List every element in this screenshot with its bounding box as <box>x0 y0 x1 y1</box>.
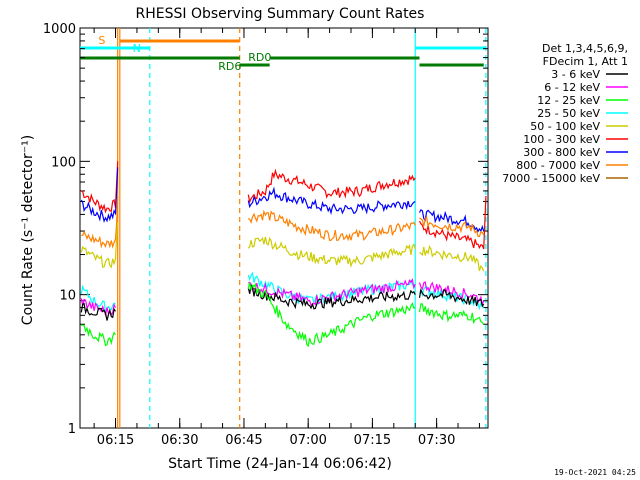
series-line-7-2 <box>418 303 485 325</box>
y-tick-label: 10 <box>59 289 76 304</box>
series-line-0-1 <box>247 168 416 204</box>
x-tick-label: 07:30 <box>418 433 455 448</box>
plot-area: S N RD0 RD6 1 10 100 1000 06:15 06:30 06:45 07:00 07… <box>43 22 489 448</box>
series-line-6-1 <box>247 284 416 310</box>
series-line-2-1 <box>247 209 416 242</box>
flag-label-rd6: RD6 <box>218 60 241 73</box>
legend-item-label: 50 - 100 keV <box>530 120 600 133</box>
legend-item-label: 7000 - 15000 keV <box>502 172 600 185</box>
y-axis-label: Count Rate (s⁻¹ detector⁻¹) <box>20 135 36 325</box>
legend-item-label: 800 - 7000 keV <box>516 159 600 172</box>
x-tick-label: 07:15 <box>354 433 391 448</box>
x-axis-label: Start Time (24-Jan-14 06:06:42) <box>168 456 392 472</box>
legend-header-0: Det 1,3,4,5,6,9, <box>542 42 628 55</box>
series-line-5-2 <box>418 281 485 307</box>
legend-item-label: 6 - 12 keV <box>544 81 600 94</box>
series-line-5-1 <box>248 278 416 306</box>
series-line-2-0 <box>81 195 119 249</box>
y-tick-label: 100 <box>51 155 76 170</box>
series-line-7-1 <box>247 282 416 348</box>
series-line-6-2 <box>418 287 485 308</box>
y-tick-label: 1000 <box>43 22 76 37</box>
legend-item-label: 3 - 6 keV <box>551 68 600 81</box>
flag-label-rd0: RD0 <box>248 51 271 64</box>
legend: Det 1,3,4,5,6,9,FDecim 1, Att 13 - 6 keV… <box>502 42 628 185</box>
series-line-1-1 <box>247 186 416 216</box>
series-line-3-2 <box>419 245 485 272</box>
x-tick-label: 06:45 <box>225 433 262 448</box>
legend-item-label: 100 - 300 keV <box>523 133 600 146</box>
series-line-7-0 <box>81 324 116 347</box>
series-line-6-0 <box>80 302 116 321</box>
flag-label-saa: S <box>98 34 105 47</box>
legend-item-label: 300 - 800 keV <box>523 146 600 159</box>
chart-title: RHESSI Observing Summary Count Rates <box>136 6 425 22</box>
x-tick-label: 06:15 <box>97 433 134 448</box>
y-tick-label: 1 <box>68 422 76 437</box>
series-line-3-0 <box>80 222 119 269</box>
plot-frame <box>79 27 489 429</box>
legend-header-1: FDecim 1, Att 1 <box>543 55 628 68</box>
x-tick-label: 06:30 <box>161 433 198 448</box>
legend-item-label: 12 - 25 keV <box>537 94 600 107</box>
series-line-3-1 <box>247 236 416 268</box>
series-line-1-0 <box>80 167 119 223</box>
series-line-0-2 <box>418 195 487 250</box>
timestamp: 19-Oct-2021 04:25 <box>554 468 636 477</box>
legend-item-label: 25 - 50 keV <box>537 107 600 120</box>
x-tick-label: 07:00 <box>289 433 326 448</box>
series-line-2-2 <box>419 215 485 238</box>
flag-label-night: N <box>133 42 141 55</box>
series-line-0-0 <box>81 161 119 214</box>
